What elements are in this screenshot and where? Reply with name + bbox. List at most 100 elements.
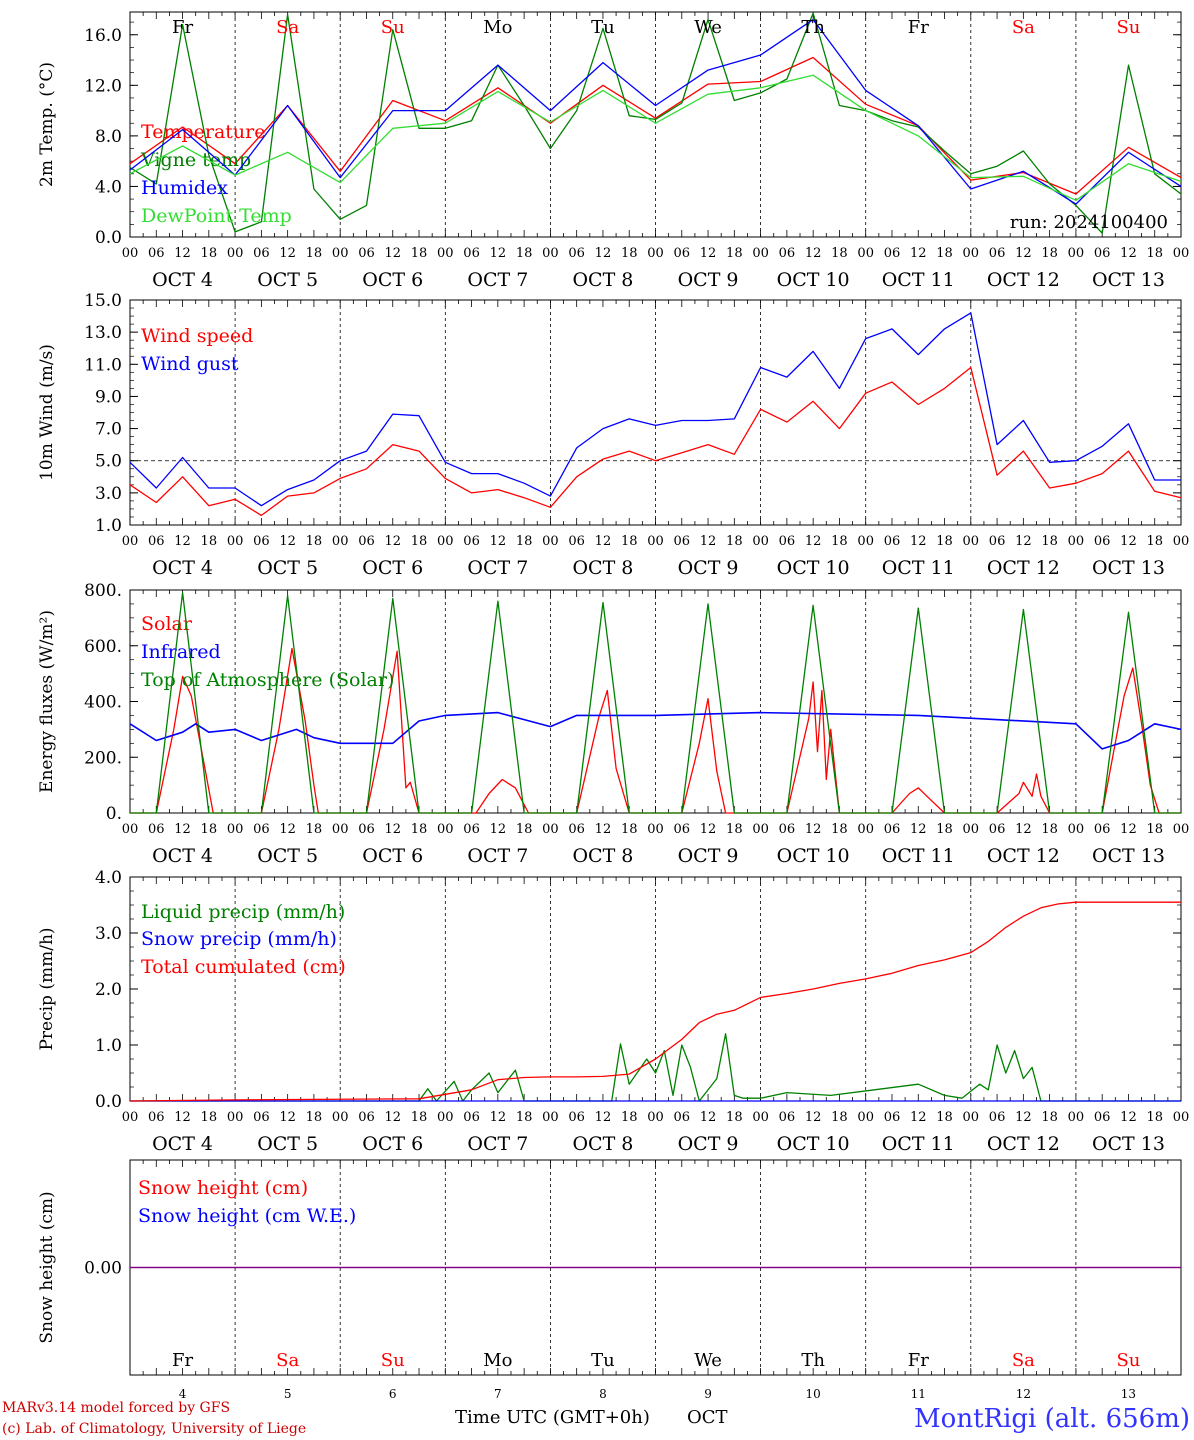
hour-tick-label: 06 xyxy=(568,1110,585,1125)
series-line-wind-gust xyxy=(129,312,1181,507)
hour-tick-label: 06 xyxy=(779,246,796,261)
day-number-label: 10 xyxy=(806,1387,821,1401)
panel-5: 0.00 Snow height (cm) Snow height (cm) Snow… xyxy=(37,1159,1182,1401)
hour-tick-label: 06 xyxy=(779,1110,796,1125)
hour-tick-label: 00 xyxy=(332,1110,349,1125)
weekday-label-top: Sa xyxy=(1012,17,1035,38)
weekday-label-bottom: Th xyxy=(801,1350,825,1371)
hour-tick-label: 18 xyxy=(516,534,533,549)
legend-humidex: Humidex xyxy=(141,177,228,199)
hour-tick-label: 06 xyxy=(779,822,796,837)
date-label: OCT 5 xyxy=(257,845,318,867)
y-axis-label: Energy fluxes (W/m²) xyxy=(37,610,57,793)
hour-tick-label: 12 xyxy=(279,1110,296,1125)
day-number-label: 5 xyxy=(284,1387,292,1401)
hour-tick-label: 12 xyxy=(1120,246,1137,261)
y-tick-label: 1.0 xyxy=(95,516,122,536)
date-label: OCT 10 xyxy=(777,557,850,579)
hour-tick-label: 12 xyxy=(279,246,296,261)
hour-tick-label: 18 xyxy=(831,822,848,837)
legend-dewpoint-temp: DewPoint Temp xyxy=(141,205,292,227)
hour-tick-label: 06 xyxy=(884,822,901,837)
y-tick-label: 0.0 xyxy=(95,1092,122,1112)
y-tick-label: 0.0 xyxy=(95,228,122,248)
hour-tick-label: 12 xyxy=(805,822,822,837)
hour-tick-label: 00 xyxy=(752,534,769,549)
hour-tick-label: 12 xyxy=(595,822,612,837)
y-tick-label: 2.0 xyxy=(95,980,122,1000)
hour-tick-label: 00 xyxy=(1068,534,1085,549)
legend-top-of-atmosphere-solar-: Top of Atmosphere (Solar) xyxy=(141,669,394,691)
date-label: OCT 9 xyxy=(678,1133,739,1155)
y-tick-label: 600. xyxy=(84,637,122,657)
panel-4: 0.0 1.0 2.0 3.0 4.0 Precip (mm/h) Liquid preci… xyxy=(37,868,1189,1155)
hour-tick-label: 18 xyxy=(411,246,428,261)
hour-tick-label: 06 xyxy=(148,822,165,837)
hour-tick-label: 06 xyxy=(1094,246,1111,261)
hour-tick-label: 18 xyxy=(831,246,848,261)
y-tick-label: 3.0 xyxy=(95,924,122,944)
hour-tick-label: 06 xyxy=(358,534,375,549)
hour-tick-label: 12 xyxy=(595,1110,612,1125)
hour-tick-label: 12 xyxy=(279,534,296,549)
weekday-label-top: Sa xyxy=(276,17,299,38)
plot-frame xyxy=(129,589,1182,814)
weekday-label-bottom: Su xyxy=(1116,1350,1140,1371)
legend-wind-speed: Wind speed xyxy=(141,325,253,347)
location-title: MontRigi (alt. 656m) xyxy=(914,1404,1190,1434)
hour-tick-label: 18 xyxy=(1041,534,1058,549)
weekday-label-top: Su xyxy=(1116,17,1140,38)
hour-tick-label: 06 xyxy=(989,246,1006,261)
hour-tick-label: 00 xyxy=(227,246,244,261)
hour-tick-label: 00 xyxy=(857,1110,874,1125)
weekday-label-bottom: Fr xyxy=(172,1350,193,1371)
hour-tick-label: 06 xyxy=(358,1110,375,1125)
hour-tick-label: 18 xyxy=(411,1110,428,1125)
hour-tick-label: 12 xyxy=(700,822,717,837)
hour-tick-label: 18 xyxy=(936,246,953,261)
hour-tick-label: 18 xyxy=(1041,246,1058,261)
hour-tick-label: 00 xyxy=(647,534,664,549)
panel-3: 0.200.400.600.800.Energy fluxes (W/m²) So… xyxy=(37,581,1189,867)
hour-tick-label: 18 xyxy=(1146,1110,1163,1125)
panel-1: 0.04.08.012.016.02m Temp. (°C) Temperatur… xyxy=(37,11,1189,291)
hour-tick-label: 12 xyxy=(1015,822,1032,837)
hour-tick-label: 00 xyxy=(437,246,454,261)
hour-tick-label: 00 xyxy=(1068,246,1085,261)
hour-tick-label: 06 xyxy=(463,534,480,549)
hour-tick-label: 18 xyxy=(201,534,218,549)
y-axis-label: 10m Wind (m/s) xyxy=(37,344,57,481)
date-label: OCT 5 xyxy=(257,1133,318,1155)
hour-tick-label: 06 xyxy=(989,534,1006,549)
hour-tick-label: 06 xyxy=(989,1110,1006,1125)
hour-tick-label: 18 xyxy=(516,246,533,261)
hour-tick-label: 06 xyxy=(884,246,901,261)
date-label: OCT 10 xyxy=(777,845,850,867)
date-label: OCT 13 xyxy=(1092,845,1165,867)
hour-tick-label: 12 xyxy=(174,246,191,261)
date-label: OCT 4 xyxy=(152,845,213,867)
hour-tick-label: 12 xyxy=(805,1110,822,1125)
day-number-label: 7 xyxy=(494,1387,502,1401)
hour-tick-label: 06 xyxy=(779,534,796,549)
hour-tick-label: 06 xyxy=(989,822,1006,837)
credit-line-1: MARv3.14 model forced by GFS xyxy=(2,1400,230,1416)
hour-tick-label: 00 xyxy=(647,822,664,837)
y-axis-label: Snow height (cm) xyxy=(37,1191,57,1343)
weekday-label-bottom: Mo xyxy=(483,1350,512,1371)
hour-tick-label: 00 xyxy=(542,246,559,261)
hour-tick-label: 18 xyxy=(1146,534,1163,549)
date-label: OCT 6 xyxy=(362,269,423,291)
panel-2: 1.0 3.0 5.0 7.0 9.0 11.0 13.0 15.0 10m Wind (m/s… xyxy=(37,291,1189,579)
hour-tick-label: 06 xyxy=(463,822,480,837)
hour-tick-label: 06 xyxy=(463,246,480,261)
weekday-label-bottom: Su xyxy=(381,1350,405,1371)
y-tick-label: 5.0 xyxy=(95,452,122,472)
hour-tick-label: 12 xyxy=(700,246,717,261)
hour-tick-label: 06 xyxy=(148,534,165,549)
hour-tick-label: 00 xyxy=(437,822,454,837)
legend-total-cumulated-cm-: Total cumulated (cm) xyxy=(141,956,346,978)
hour-tick-label: 00 xyxy=(752,822,769,837)
y-tick-label: 1.0 xyxy=(95,1036,122,1056)
